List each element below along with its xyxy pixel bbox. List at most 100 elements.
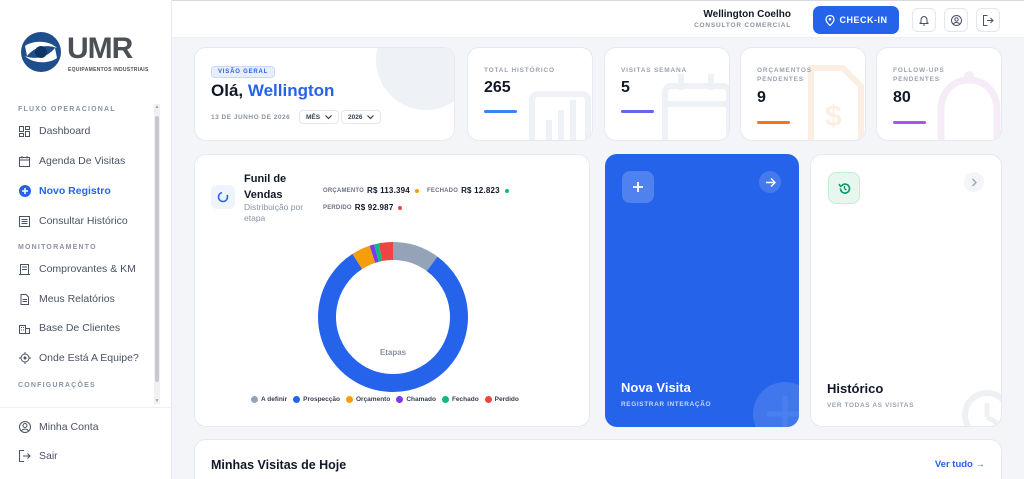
perdido-total: PERDIDO R$ 92.987: [323, 203, 403, 212]
sidebar-item-label: Base De Clientes: [39, 322, 121, 334]
stat-card-follow-ups-pendentes[interactable]: FOLLOW-UPS PENDENTES 80: [876, 47, 1002, 141]
period-select[interactable]: MÊS: [299, 110, 340, 124]
legend-item[interactable]: Chamado: [396, 396, 436, 403]
year-select[interactable]: 2026: [341, 110, 382, 124]
check-in-label: CHECK-IN: [839, 15, 888, 25]
donut-slice-or-amento[interactable]: [352, 245, 376, 270]
nav-section-monitoramento: MONITORAMENTO: [18, 244, 97, 251]
chevron-down-icon: [325, 114, 333, 119]
donut-slice-a-definir[interactable]: [392, 242, 438, 272]
new-visit-subtitle: REGISTRAR INTERAÇÃO: [621, 401, 712, 408]
sidebar-item-dashboard[interactable]: Dashboard: [18, 121, 153, 141]
orcamento-label: ORÇAMENTO: [323, 187, 365, 194]
scroll-up-icon[interactable]: ▲: [154, 104, 160, 110]
profile-button[interactable]: [944, 8, 968, 32]
fechado-total: FECHADO R$ 12.823: [427, 186, 509, 195]
legend-swatch: [345, 396, 353, 403]
sidebar-item-label: Meus Relatórios: [39, 293, 115, 305]
plus-icon: [622, 171, 654, 203]
history-title: Histórico: [827, 381, 884, 396]
funnel-subtitle: Distribuição por etapa: [244, 202, 303, 224]
sidebar-item-label: Sair: [39, 450, 58, 462]
legend-item[interactable]: Fechado: [441, 396, 479, 403]
logout-button[interactable]: [976, 8, 1000, 32]
legend-item[interactable]: Prospecção: [293, 396, 340, 403]
donut-slice-fechado[interactable]: [374, 243, 383, 262]
notifications-button[interactable]: [912, 8, 936, 32]
see-all-link[interactable]: Ver tudo →: [935, 459, 985, 470]
nav-section-fluxo: FLUXO OPERACIONAL: [18, 106, 116, 113]
plus-circle-icon: [18, 185, 31, 198]
stat-label: TOTAL HISTÓRICO: [484, 67, 555, 74]
sidebar-scrollbar[interactable]: ▲ ▼: [154, 104, 160, 404]
legend-item[interactable]: Orçamento: [345, 396, 390, 403]
stat-accent-bar: [621, 110, 654, 113]
history-icon: [828, 172, 860, 204]
building-icon: [18, 322, 31, 335]
donut-slice-prospec-o[interactable]: [318, 253, 468, 392]
legend-swatch: [396, 396, 404, 403]
history-decoration-icon: [957, 385, 1001, 426]
brand-subtitle: EQUIPAMENTOS INDUSTRIAIS: [68, 67, 149, 73]
user-icon: [18, 421, 31, 434]
legend-swatch: [484, 396, 492, 403]
bell-icon: [919, 15, 929, 25]
brand-logo[interactable]: UMR EQUIPAMENTOS INDUSTRIAIS: [19, 28, 154, 78]
sidebar-item-label: Dashboard: [39, 125, 91, 137]
sidebar-item-minha-conta[interactable]: Minha Conta: [18, 417, 153, 437]
new-visit-title: Nova Visita: [621, 380, 691, 395]
nav-section-configuracoes: CONFIGURAÇÕES: [18, 382, 96, 389]
sidebar-item-comprovantes[interactable]: Comprovantes & KM: [18, 259, 153, 279]
current-date: 13 DE JUNHO DE 2026: [211, 114, 291, 121]
sidebar-item-relatorios[interactable]: Meus Relatórios: [18, 289, 153, 309]
invoice-icon: $: [808, 65, 864, 140]
donut-slice-perdido[interactable]: [378, 242, 394, 262]
orcamento-dot: [414, 188, 419, 193]
legend-swatch: [251, 396, 258, 403]
legend-swatch: [293, 396, 301, 403]
greeting-user-name: Wellington: [247, 81, 335, 100]
sidebar-item-sair[interactable]: Sair: [18, 446, 153, 466]
sidebar-item-equipe[interactable]: Onde Está A Equipe?: [18, 348, 153, 368]
stat-card-orcamentos-pendentes[interactable]: $ ORÇAMENTOS PENDENTES 9: [740, 47, 866, 141]
new-visit-card[interactable]: Nova Visita REGISTRAR INTERAÇÃO: [605, 154, 799, 427]
sidebar-item-consultar-historico[interactable]: Consultar Histórico: [18, 211, 153, 231]
fechado-label: FECHADO: [427, 187, 459, 194]
stat-accent-bar: [757, 121, 790, 124]
logout-icon: [982, 14, 994, 26]
stat-label: ORÇAMENTOS PENDENTES: [757, 67, 812, 83]
legend-item[interactable]: Perdido: [484, 396, 519, 403]
legend-item[interactable]: A definir: [251, 396, 287, 403]
user-circle-icon: [950, 14, 962, 26]
sidebar-item-novo-registro[interactable]: Novo Registro: [18, 181, 153, 201]
arrow-right-icon: →: [975, 459, 986, 470]
funnel-title-line1: Funil de: [244, 173, 287, 185]
perdido-value: R$ 92.987: [354, 203, 394, 212]
funnel-legend: A definir Prospecção Orçamento Chamado Fecha…: [251, 396, 519, 403]
stat-card-visitas-semana[interactable]: VISITAS SEMANA 5: [604, 47, 730, 141]
add-circle-decoration-icon: [753, 382, 799, 427]
donut-center-label: Etapas: [380, 348, 407, 357]
brand-name: UMR: [67, 32, 133, 65]
document-icon: [18, 293, 31, 306]
sidebar-divider: [0, 407, 172, 408]
greeting-decoration: [376, 48, 454, 110]
scroll-thumb[interactable]: [155, 116, 159, 382]
dashboard-icon: [18, 125, 31, 138]
sidebar-item-clientes[interactable]: Base De Clientes: [18, 318, 153, 338]
scroll-down-icon[interactable]: ▼: [154, 398, 160, 404]
arrow-right-icon: [759, 171, 781, 193]
check-in-button[interactable]: CHECK-IN: [813, 6, 899, 34]
legend-label: A definir: [261, 396, 288, 403]
donut-slice-chamado[interactable]: [369, 244, 379, 263]
stat-value: 265: [484, 79, 511, 96]
sidebar-item-agenda[interactable]: Agenda De Visitas: [18, 151, 153, 171]
list-icon: [18, 215, 31, 228]
history-card[interactable]: Histórico VER TODAS AS VISITAS: [810, 154, 1002, 427]
funnel-donut-chart: Etapas: [318, 242, 468, 392]
stat-card-total-historico[interactable]: TOTAL HISTÓRICO 265: [467, 47, 593, 141]
calendar-icon: [662, 74, 729, 140]
legend-label: Fechado: [451, 396, 479, 403]
top-header: Wellington Coelho CONSULTOR COMERCIAL CH…: [172, 0, 1024, 38]
perdido-label: PERDIDO: [323, 204, 352, 211]
